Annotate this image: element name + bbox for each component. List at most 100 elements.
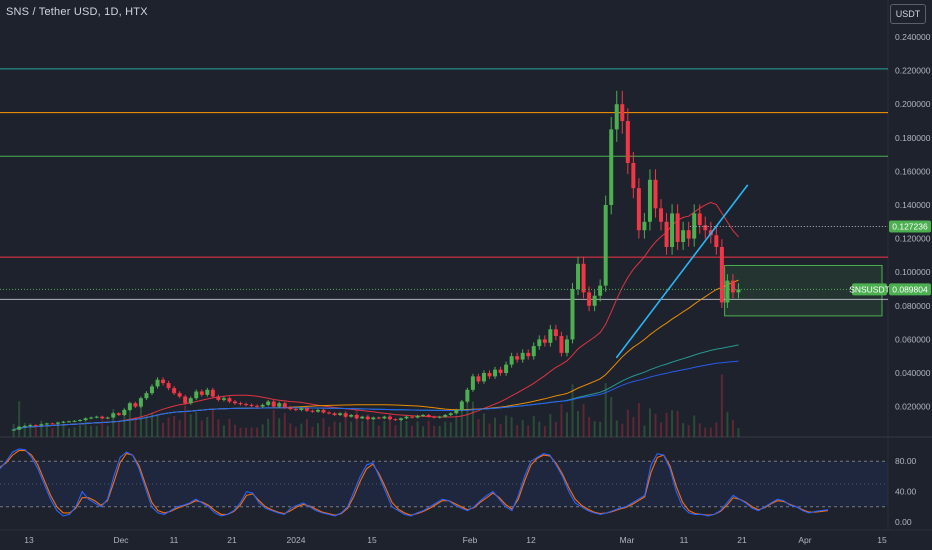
- candle-body: [498, 369, 503, 373]
- candle-body: [404, 416, 409, 419]
- volume-bar: [167, 417, 170, 437]
- volume-bar: [731, 419, 734, 437]
- candle-body: [587, 292, 592, 306]
- price-tick-label: 0.200000: [895, 99, 931, 109]
- volume-bar: [737, 428, 740, 437]
- price-axis[interactable]: 0.240000 0.220000 0.200000 0.180000 0.160000…: [895, 32, 931, 412]
- volume-bar: [239, 427, 242, 437]
- svg-text:0.127236: 0.127236: [892, 221, 928, 231]
- candle-body: [183, 396, 188, 404]
- moving-averages: [13, 201, 739, 431]
- volume-bar: [449, 422, 452, 437]
- candle-body: [426, 415, 431, 417]
- price-tick-label: 0.100000: [895, 267, 931, 277]
- stochastic-tick-label: 0.00: [895, 517, 912, 527]
- candle-body: [454, 409, 459, 414]
- volume-bar: [162, 422, 165, 437]
- candle-body: [360, 416, 365, 419]
- candle-body: [17, 426, 22, 430]
- candle-body: [293, 409, 298, 411]
- volume-bar: [195, 411, 198, 437]
- volume-bar: [128, 405, 131, 437]
- time-tick-label: 2024: [287, 535, 306, 545]
- volume-bar: [45, 424, 48, 437]
- candle-body: [642, 221, 647, 231]
- candle-body: [670, 213, 675, 247]
- stochastic-tick-label: 80.00: [895, 456, 917, 466]
- volume-bar: [372, 420, 375, 437]
- volume-bar: [311, 426, 314, 437]
- volume-bar: [610, 396, 613, 437]
- candle-body: [653, 179, 658, 209]
- volume-bar: [178, 420, 181, 437]
- time-axis[interactable]: 13 Dec 11 21 2024 15 Feb 12 Mar 11 21 Apr 15: [24, 535, 887, 545]
- price-tick-label: 0.160000: [895, 166, 931, 176]
- candle-body: [421, 415, 426, 416]
- trendline[interactable]: [615, 184, 749, 359]
- candle-body: [232, 401, 237, 404]
- candle-body: [719, 247, 724, 303]
- volume-bar: [571, 384, 574, 437]
- volume-bar: [621, 423, 624, 437]
- candle-body: [227, 398, 232, 402]
- candle-body: [172, 388, 177, 394]
- moving-average-line: [13, 201, 739, 431]
- time-tick-label: 11: [680, 535, 689, 545]
- candle-body: [592, 295, 597, 306]
- candle-body: [459, 401, 464, 410]
- candle-body: [161, 379, 166, 384]
- volume-bar: [73, 427, 76, 437]
- volume-bar: [698, 423, 701, 437]
- volume-bar: [726, 411, 729, 437]
- candle-body: [50, 423, 55, 425]
- volume-bar: [444, 421, 447, 437]
- stochastic-tick-label: 40.00: [895, 487, 917, 497]
- candle-body: [553, 329, 558, 337]
- volume-bar: [278, 418, 281, 437]
- volume-bar: [134, 417, 137, 437]
- volume-bar: [123, 407, 126, 437]
- volume-bar: [554, 421, 557, 437]
- volume-bar: [532, 416, 535, 437]
- candle-body: [548, 329, 553, 343]
- candle-body: [127, 403, 132, 410]
- candle-body: [598, 285, 603, 296]
- volume-bar: [383, 421, 386, 437]
- candle-body: [675, 213, 680, 242]
- svg-text:0.089804: 0.089804: [892, 284, 928, 294]
- candle-body: [526, 352, 531, 357]
- volume-bar: [715, 422, 718, 437]
- candle-body: [321, 409, 326, 413]
- moving-average-line: [13, 344, 739, 431]
- candle-body: [28, 425, 33, 427]
- candle-body: [343, 413, 348, 417]
- volume-bar: [632, 417, 635, 437]
- time-tick-label: 13: [24, 535, 34, 545]
- candle-body: [310, 410, 315, 412]
- volume-bar: [228, 418, 231, 437]
- volume-bar: [29, 423, 32, 437]
- candle-body: [603, 205, 608, 286]
- volume-bar: [95, 426, 98, 437]
- candle-body: [44, 423, 49, 425]
- candle-body: [515, 356, 520, 360]
- candle-body: [437, 416, 442, 418]
- candle-body: [144, 393, 149, 399]
- candle-body: [448, 413, 453, 415]
- candle-body: [149, 386, 154, 394]
- candle-body: [332, 413, 337, 415]
- chart-title: SNS / Tether USD, 1D, HTX: [6, 6, 148, 18]
- moving-average-line: [13, 279, 739, 431]
- candle-body: [177, 393, 182, 397]
- currency-button[interactable]: USDT: [890, 4, 926, 24]
- candle-body: [487, 373, 492, 377]
- volume-bar: [626, 409, 629, 437]
- last-price-tag: 0.089804: [889, 283, 931, 296]
- price-tick-label: 0.060000: [895, 334, 931, 344]
- volume-bar: [267, 418, 270, 437]
- candle-body: [255, 405, 260, 407]
- volume-bar: [272, 410, 275, 437]
- volume-bar: [422, 426, 425, 437]
- volume-bar: [549, 414, 552, 437]
